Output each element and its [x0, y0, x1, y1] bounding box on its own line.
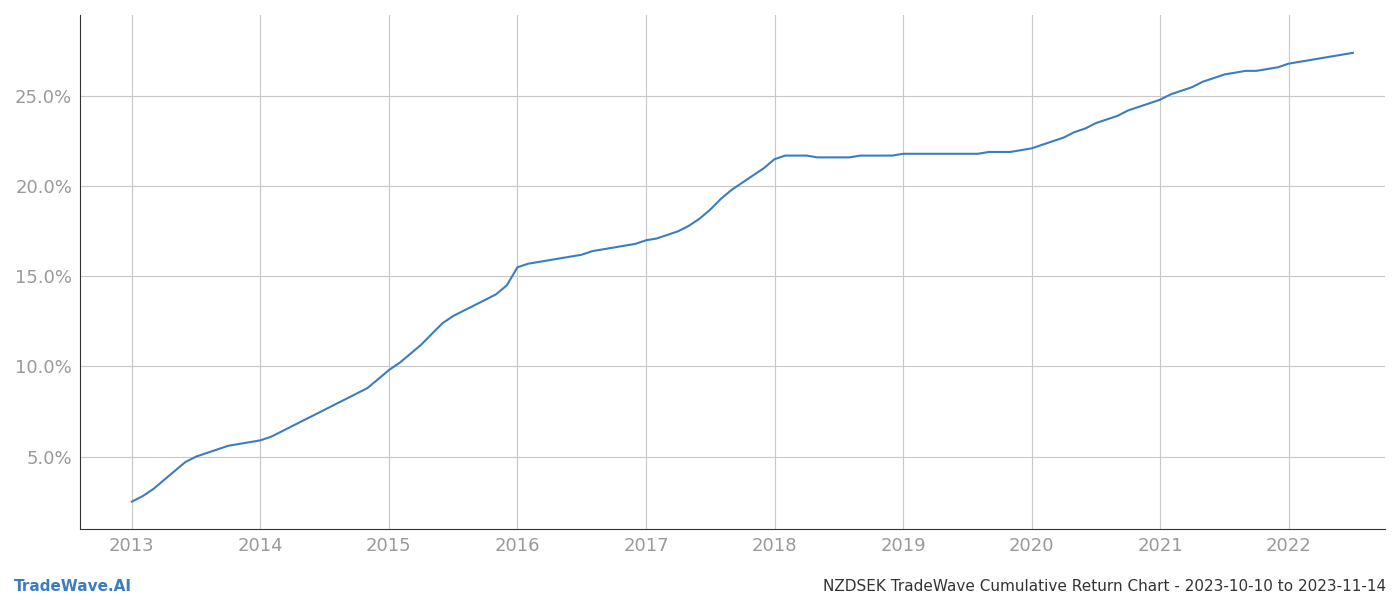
Text: TradeWave.AI: TradeWave.AI — [14, 579, 132, 594]
Text: NZDSEK TradeWave Cumulative Return Chart - 2023-10-10 to 2023-11-14: NZDSEK TradeWave Cumulative Return Chart… — [823, 579, 1386, 594]
